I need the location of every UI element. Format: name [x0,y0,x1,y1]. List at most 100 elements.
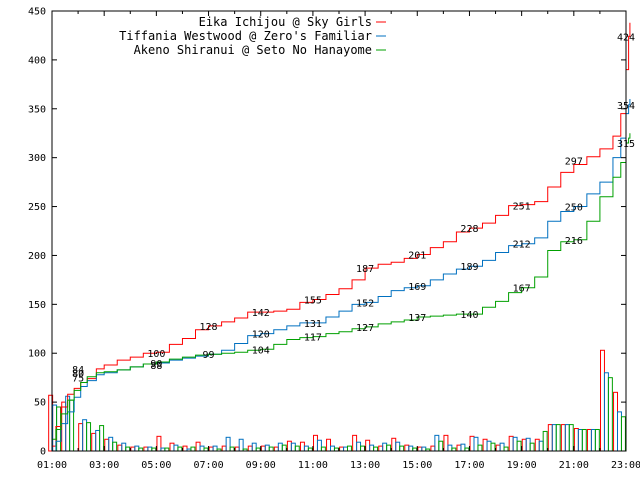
point-label-eika: 155 [304,295,322,306]
point-label-akeno: 137 [408,313,426,324]
bar-akeno [346,445,352,452]
bar-akeno [360,445,365,452]
bar-eika [482,438,488,452]
point-label-akeno: 99 [203,350,215,361]
bar-eika [247,445,253,452]
point-label-akeno: 216 [565,236,583,247]
bar-akeno [86,422,92,452]
bar-eika [600,349,605,452]
bar-eika [182,445,188,452]
bar-tiffania [603,372,609,452]
point-label-tiffania: 169 [408,282,426,293]
bar-tiffania [538,440,544,452]
x-tick-label: 21:00 [559,460,589,471]
point-label-tiffania: 90 [150,359,162,370]
bar-tiffania [95,429,101,452]
point-label-tiffania: 250 [565,203,583,214]
bar-tiffania [173,444,179,452]
bar-eika [104,438,110,452]
point-label-eika: 201 [408,250,426,261]
bar-akeno [542,430,548,452]
legend-label-akeno: Akeno Shiranui @ Seto No Hanayome [134,43,372,57]
y-tick-label: 200 [28,251,46,262]
bar-tiffania [590,428,596,452]
bar-eika [352,434,358,452]
bar-eika [430,445,436,452]
bar-eika [365,439,371,452]
bar-eika [313,434,318,452]
x-tick-label: 19:00 [507,460,537,471]
bar-tiffania [356,441,362,452]
bar-akeno [503,446,509,452]
line-akeno [52,133,631,440]
bar-tiffania [316,439,322,452]
bar-eika [61,401,67,452]
bar-eika [378,445,384,452]
bar-tiffania [134,445,140,452]
bar-akeno [581,428,587,452]
bar-tiffania [499,442,505,452]
bar-akeno [112,441,118,452]
x-tick-label: 05:00 [141,460,171,471]
bar-akeno [281,444,287,452]
bar-eika [91,432,97,452]
bar-eika [469,435,475,452]
bar-eika [130,446,136,452]
bar-akeno [373,446,379,452]
histogram-bars [48,349,626,452]
bar-tiffania [369,444,375,452]
x-tick-label: 09:00 [246,460,276,471]
bar-eika [456,444,462,452]
bar-eika [339,446,345,452]
x-tick-label: 13:00 [350,460,380,471]
point-label-eika: 142 [252,308,270,319]
x-tick-label: 01:00 [37,460,67,471]
bar-eika [273,446,279,452]
bar-tiffania [564,424,570,452]
bar-eika [573,428,579,452]
bar-eika [326,438,332,452]
x-tick-label: 23:00 [611,460,640,471]
bar-tiffania [460,443,466,452]
bar-tiffania [395,441,401,452]
point-label-akeno: 104 [252,345,270,356]
legend-label-tiffania: Tiffania Westwood @ Zero's Familiar [119,29,372,43]
bar-akeno [386,444,392,452]
bar-eika [508,435,514,452]
bar-tiffania [277,442,283,452]
bar-eika [260,445,266,452]
bar-eika [195,441,201,452]
bar-akeno [69,399,75,452]
bar-akeno [125,446,131,452]
bar-akeno [620,416,626,452]
bar-eika [143,446,149,452]
bar-akeno [99,425,105,452]
bar-eika [117,444,123,452]
bar-tiffania [512,436,518,452]
bar-eika [521,438,527,452]
point-label-tiffania: 120 [252,330,270,341]
point-label-tiffania: 131 [304,319,322,330]
line-eika [52,22,631,447]
bar-eika [286,440,292,452]
bar-eika [404,444,410,452]
x-tick-label: 07:00 [193,460,223,471]
bar-eika [299,441,305,452]
point-label-akeno: 117 [304,333,322,344]
bar-eika [234,446,240,452]
bar-akeno [399,445,405,452]
point-label-akeno: 75 [72,374,84,385]
point-label-akeno: 140 [460,310,478,321]
y-tick-label: 300 [28,153,46,164]
point-label-tiffania: 80 [72,369,84,380]
bar-tiffania [577,428,583,452]
y-tick-label: 100 [28,349,46,360]
bar-eika [221,445,227,452]
axes: 0 50 100 150 200 250 300 350 400 450 01:00 03:00 05:… [28,7,640,472]
bar-tiffania [264,444,270,452]
bar-eika [547,424,553,452]
bar-tiffania [525,437,531,452]
bar-tiffania [290,442,296,452]
